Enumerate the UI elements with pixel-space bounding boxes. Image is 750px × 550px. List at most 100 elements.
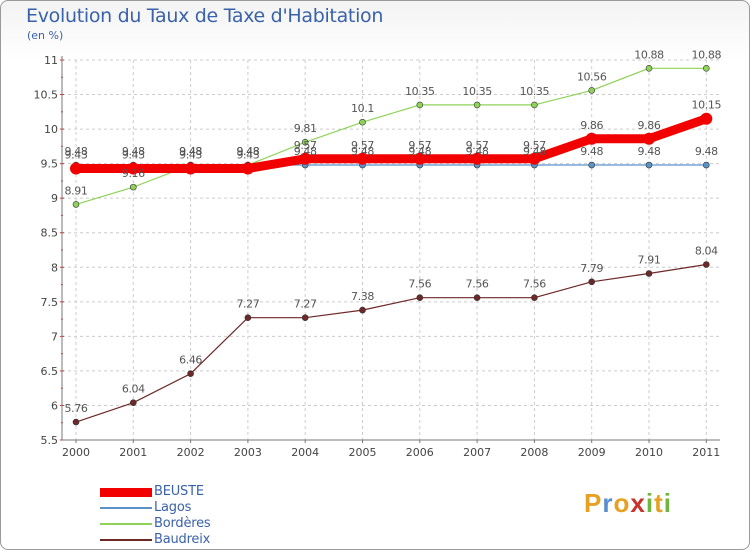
data-point: [301, 314, 309, 322]
data-label: 7.56: [408, 278, 431, 291]
x-tick-label: 2008: [520, 446, 548, 459]
data-point: [702, 261, 710, 268]
data-point: [244, 314, 252, 322]
data-point: [702, 64, 710, 72]
data-label: 9.43: [179, 148, 202, 161]
data-point: [130, 399, 137, 406]
data-label: 10.1: [351, 102, 374, 115]
legend-label: Bordères: [154, 516, 211, 531]
data-point: [416, 101, 424, 109]
data-point: [531, 101, 538, 109]
data-point: [130, 183, 137, 191]
data-label: 10.35: [405, 85, 435, 98]
legend-item-bordères: Bordères: [100, 516, 300, 532]
data-label: 9.48: [122, 145, 145, 158]
data-point: [531, 294, 538, 301]
data-point: [585, 132, 598, 145]
data-point: [645, 64, 653, 72]
legend-swatch: [100, 523, 152, 525]
x-tick-label: 2001: [119, 446, 147, 459]
y-tick-label: 11: [44, 54, 58, 67]
data-point: [643, 132, 655, 145]
y-tick-label: 5.5: [41, 434, 59, 447]
legend-swatch: [100, 507, 152, 509]
data-label: 9.48: [466, 145, 489, 158]
data-label: 9.48: [236, 145, 259, 158]
data-label: 9.57: [523, 139, 546, 152]
data-point: [645, 161, 653, 169]
data-label: 7.27: [294, 298, 317, 311]
grid: [62, 59, 720, 441]
data-point: [356, 152, 369, 165]
data-label: 9.16: [122, 167, 145, 180]
logo-letter: P: [584, 488, 603, 518]
data-point: [416, 294, 424, 301]
data-point: [359, 306, 366, 314]
data-point: [299, 152, 312, 165]
legend-item-baudreix: Baudreix: [100, 532, 300, 548]
data-label: 7.56: [523, 278, 546, 291]
y-tick-label: 9.5: [41, 158, 59, 171]
proxiti-logo: Proxiti: [584, 488, 672, 519]
data-label: 9.43: [236, 148, 259, 161]
y-tick-label: 9: [51, 192, 58, 205]
data-label: 7.56: [466, 278, 489, 291]
data-label: 9.57: [294, 139, 317, 152]
data-label: 8.91: [65, 184, 88, 197]
data-label: 6.46: [179, 354, 202, 367]
data-label: 9.43: [65, 148, 88, 161]
data-point: [702, 161, 710, 169]
data-point: [72, 201, 80, 208]
data-label: 9.81: [294, 122, 317, 135]
legend-swatch: [100, 488, 152, 497]
data-label: 6.04: [122, 383, 145, 396]
data-label: 7.91: [638, 253, 661, 266]
series-line-beuste: [71, 114, 711, 173]
legend-label: BEUSTE: [154, 484, 204, 499]
data-point: [127, 162, 140, 175]
data-label: 9.48: [580, 145, 603, 158]
legend-label: Lagos: [154, 500, 192, 515]
data-point: [473, 101, 481, 109]
y-tick-label: 10.5: [34, 89, 59, 102]
y-tick-label: 8: [51, 261, 58, 274]
data-point: [72, 418, 80, 426]
data-label: 9.86: [638, 119, 661, 132]
data-point: [471, 152, 484, 165]
data-label: 9.48: [408, 145, 431, 158]
data-label: 9.48: [523, 145, 546, 158]
data-label: 10.88: [692, 48, 722, 61]
y-tick-label: 10: [44, 123, 58, 136]
data-label: 9.57: [408, 139, 431, 152]
data-label: 8.04: [695, 245, 718, 258]
data-label: 10.15: [692, 99, 722, 112]
y-tick-label: 6: [51, 399, 58, 412]
data-point: [301, 138, 309, 146]
x-tick-label: 2006: [406, 446, 434, 459]
legend-item-beuste: BEUSTE: [100, 484, 300, 500]
logo-letter: i: [663, 488, 672, 518]
data-point: [241, 162, 254, 175]
data-label: 10.35: [520, 85, 550, 98]
legend-item-lagos: Lagos: [100, 500, 300, 516]
data-point: [187, 370, 194, 377]
legend-swatch: [100, 539, 152, 541]
data-label: 9.57: [466, 139, 489, 152]
data-label: 7.38: [351, 290, 374, 303]
data-label: 9.48: [351, 145, 374, 158]
data-label: 10.56: [577, 70, 607, 83]
x-tick-label: 2011: [692, 446, 720, 459]
data-labels: 9.43 9.43 9.43 9.43 9.57 9.57 9.57 9.57 9.57 9.86…: [65, 48, 722, 415]
data-label: 7.27: [236, 298, 259, 311]
data-point: [588, 278, 596, 286]
data-point: [359, 118, 366, 126]
y-tick-label: 7.5: [41, 296, 59, 309]
chart-title: Evolution du Taux de Taxe d'Habitation: [26, 5, 384, 27]
unit-label: (en %): [27, 29, 64, 42]
logo-letter: i: [645, 488, 655, 518]
data-label: 9.43: [122, 148, 145, 161]
data-point: [70, 162, 82, 175]
data-point: [588, 87, 596, 94]
x-tick-label: 2000: [62, 446, 90, 459]
